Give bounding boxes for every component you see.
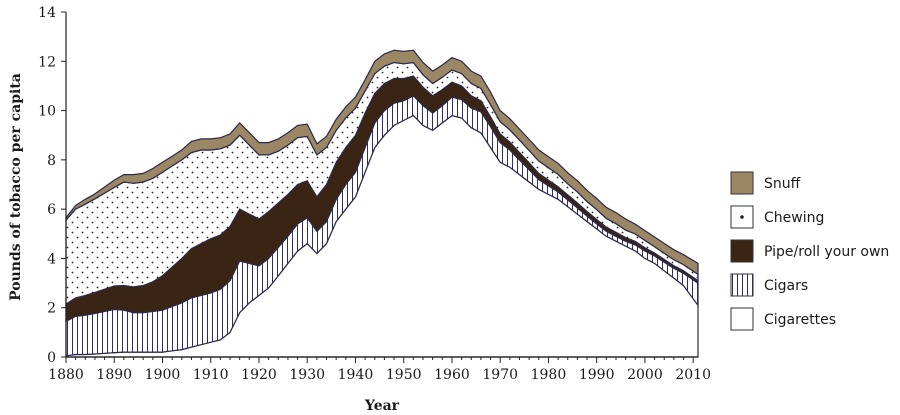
x-tick-label: 1980 <box>531 367 567 383</box>
x-tick-label: 2000 <box>627 367 663 383</box>
area-snuff <box>65 49 699 276</box>
x-tick-label: 1990 <box>579 367 615 383</box>
y-axis-title: Pounds of tobacco per capita <box>8 73 24 301</box>
x-tick-label: 1970 <box>482 367 518 383</box>
x-tick-label: 1890 <box>96 367 132 383</box>
stacked-areas <box>65 49 699 358</box>
y-tick-label: 2 <box>47 301 56 317</box>
y-tick-label: 8 <box>47 153 56 169</box>
legend-label-cigarettes: Cigarettes <box>764 312 836 328</box>
legend-swatch-cigars <box>730 273 754 297</box>
x-tick-label: 1930 <box>289 367 325 383</box>
x-tick-label: 1910 <box>193 367 229 383</box>
legend: Snuff Chewing Pipe/roll your own Cigars Ciga… <box>730 171 889 331</box>
axes: 0 2 4 6 8 10 12 14 1880 1890 1900 1910 1920 1930 1940 1… <box>38 5 711 383</box>
y-tick-label: 4 <box>47 251 56 267</box>
legend-label-cigars: Cigars <box>764 278 808 294</box>
y-tick-label: 6 <box>47 202 56 218</box>
y-tick-label: 14 <box>38 5 56 21</box>
legend-label-snuff: Snuff <box>764 176 801 192</box>
x-tick-label: 1900 <box>145 367 181 383</box>
legend-swatch-cigarettes <box>730 307 754 331</box>
x-axis-title: Year <box>364 398 400 414</box>
x-tick-label: 1950 <box>386 367 422 383</box>
legend-label-chewing: Chewing <box>764 210 824 226</box>
x-tick-label: 1920 <box>241 367 277 383</box>
legend-label-pipe-roll-your-own: Pipe/roll your own <box>764 244 889 260</box>
x-tick-label: 1960 <box>434 367 470 383</box>
x-tick-label: 1880 <box>48 367 84 383</box>
y-tick-label: 12 <box>38 54 56 70</box>
legend-dot-chewing <box>740 215 744 219</box>
x-tick-label: 1940 <box>338 367 374 383</box>
x-tick-label: 2010 <box>675 367 711 383</box>
legend-swatch-pipe-roll-your-own <box>730 239 754 263</box>
legend-swatch-snuff <box>730 171 754 195</box>
y-tick-label: 0 <box>47 350 56 366</box>
y-tick-label: 10 <box>38 104 56 120</box>
